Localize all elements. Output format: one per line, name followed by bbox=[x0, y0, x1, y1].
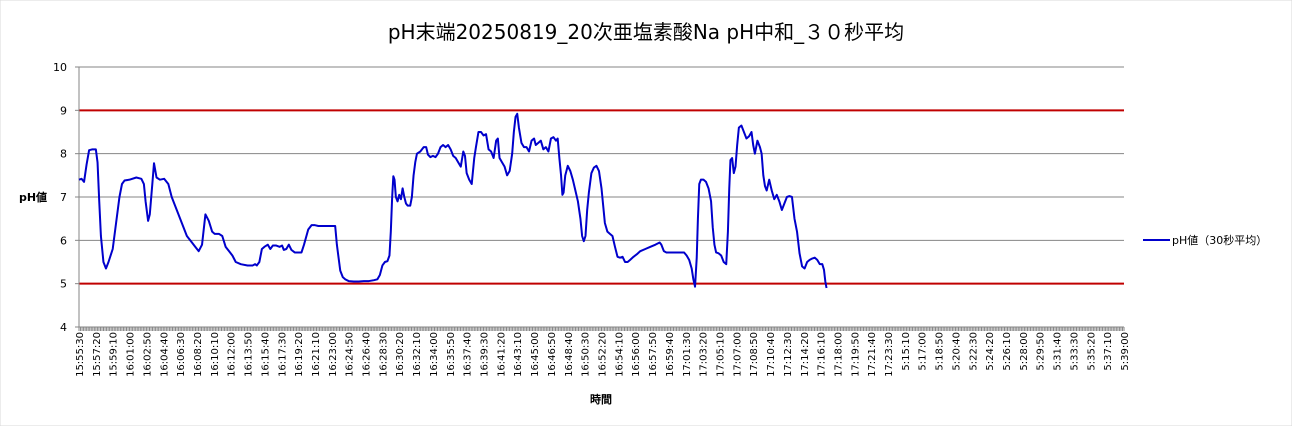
x-tick-label-49: 5:15:10 bbox=[901, 332, 912, 371]
x-tick-label-48: 17:23:30 bbox=[884, 332, 895, 377]
x-tick-label-5: 16:04:40 bbox=[159, 332, 170, 377]
x-tick-label-16: 16:24:50 bbox=[345, 332, 356, 377]
y-tick-label-10: 10 bbox=[53, 61, 67, 74]
x-tick-label-42: 17:12:30 bbox=[783, 332, 794, 377]
y-tick-label-6: 6 bbox=[60, 234, 67, 247]
x-tick-label-39: 17:07:00 bbox=[732, 332, 743, 377]
x-tick-label-29: 16:48:40 bbox=[564, 332, 575, 377]
x-tick-label-7: 16:08:20 bbox=[193, 332, 204, 377]
x-tick-labels: 15:55:30 15:57:20 15:59:10 16:01:00 16:02:50… bbox=[75, 332, 1131, 377]
x-tick-label-31: 16:52:20 bbox=[598, 332, 609, 377]
y-tick-label-5: 5 bbox=[60, 278, 67, 291]
y-tick-labels: 4 5 6 7 8 9 10 bbox=[53, 61, 79, 334]
x-tick-label-24: 16:39:30 bbox=[480, 332, 491, 377]
x-tick-label-1: 15:57:20 bbox=[92, 332, 103, 377]
x-tick-label-41: 17:10:40 bbox=[766, 332, 777, 377]
x-tick-label-13: 16:19:20 bbox=[294, 332, 305, 377]
x-tick-label-6: 16:06:30 bbox=[176, 332, 187, 377]
x-tick-label-0: 15:55:30 bbox=[75, 332, 86, 377]
x-tick-label-14: 16:21:10 bbox=[311, 332, 322, 377]
x-tick-label-36: 17:01:30 bbox=[682, 332, 693, 377]
x-tick-label-54: 5:24:20 bbox=[985, 332, 996, 371]
x-tick-label-40: 17:08:50 bbox=[749, 332, 760, 377]
y-tick-label-9: 9 bbox=[60, 104, 67, 117]
x-tick-label-45: 17:18:00 bbox=[833, 332, 844, 377]
x-tick-label-62: 5:39:00 bbox=[1120, 332, 1131, 371]
legend: pH値（30秒平均） bbox=[1143, 233, 1267, 247]
x-tick-label-55: 5:26:10 bbox=[1002, 332, 1013, 371]
y-tick-label-7: 7 bbox=[60, 191, 67, 204]
x-tick-label-58: 5:31:40 bbox=[1053, 332, 1064, 371]
x-tick-label-51: 5:18:50 bbox=[935, 332, 946, 371]
x-tick-label-25: 16:41:20 bbox=[496, 332, 507, 377]
x-tick-label-4: 16:02:50 bbox=[142, 332, 153, 377]
x-tick-label-44: 17:16:10 bbox=[817, 332, 828, 377]
x-tick-label-19: 16:30:20 bbox=[395, 332, 406, 377]
x-tick-label-60: 5:35:20 bbox=[1086, 332, 1097, 371]
x-tick-label-61: 5:37:10 bbox=[1103, 332, 1114, 371]
x-tick-label-56: 5:28:00 bbox=[1019, 332, 1030, 371]
x-tick-label-46: 17:19:50 bbox=[850, 332, 861, 377]
x-tick-label-47: 17:21:40 bbox=[867, 332, 878, 377]
x-tick-label-12: 16:17:30 bbox=[277, 332, 288, 377]
x-tick-label-27: 16:45:00 bbox=[530, 332, 541, 377]
y-tick-label-4: 4 bbox=[60, 321, 67, 334]
x-tick-label-30: 16:50:30 bbox=[581, 332, 592, 377]
y-tick-label-8: 8 bbox=[60, 148, 67, 161]
x-tick-label-28: 16:46:50 bbox=[547, 332, 558, 377]
x-tick-label-8: 16:10:10 bbox=[210, 332, 221, 377]
legend-label: pH値（30秒平均） bbox=[1172, 233, 1267, 247]
chart-title: pH末端20250819_20次亜塩素酸Na pH中和_３０秒平均 bbox=[388, 20, 904, 44]
x-tick-label-26: 16:43:10 bbox=[513, 332, 524, 377]
x-tick-label-43: 17:14:20 bbox=[800, 332, 811, 377]
x-tick-label-15: 16:23:00 bbox=[328, 332, 339, 377]
x-tick-label-34: 16:57:50 bbox=[648, 332, 659, 377]
x-tick-label-23: 16:37:40 bbox=[463, 332, 474, 377]
x-tick-label-33: 16:56:00 bbox=[631, 332, 642, 377]
x-tick-label-10: 16:13:50 bbox=[244, 332, 255, 377]
x-tick-label-20: 16:32:10 bbox=[412, 332, 423, 377]
series-layer bbox=[78, 112, 828, 289]
series-line-0 bbox=[78, 112, 828, 289]
x-tick-label-52: 5:20:40 bbox=[951, 332, 962, 371]
x-tick-label-3: 16:01:00 bbox=[126, 332, 137, 377]
x-tick-label-38: 17:05:10 bbox=[715, 332, 726, 377]
x-axis-title: 時間 bbox=[590, 392, 612, 406]
x-tick-label-57: 5:29:50 bbox=[1036, 332, 1047, 371]
x-tick-label-53: 5:22:30 bbox=[968, 332, 979, 371]
x-tick-label-35: 16:59:40 bbox=[665, 332, 676, 377]
x-tick-label-50: 5:17:00 bbox=[918, 332, 929, 371]
x-tick-label-18: 16:28:30 bbox=[378, 332, 389, 377]
x-tick-label-59: 5:33:30 bbox=[1069, 332, 1080, 371]
x-tick-label-17: 16:26:40 bbox=[362, 332, 373, 377]
y-axis-title: pH値 bbox=[19, 190, 47, 204]
x-tick-label-21: 16:34:00 bbox=[429, 332, 440, 377]
reference-lines bbox=[79, 109, 1124, 285]
x-tick-label-37: 17:03:20 bbox=[699, 332, 710, 377]
x-tick-label-22: 16:35:50 bbox=[446, 332, 457, 377]
x-tick-label-32: 16:54:10 bbox=[614, 332, 625, 377]
x-tick-label-9: 16:12:00 bbox=[227, 332, 238, 377]
x-tick-label-2: 15:59:10 bbox=[109, 332, 120, 377]
x-tick-label-11: 16:15:40 bbox=[260, 332, 271, 377]
